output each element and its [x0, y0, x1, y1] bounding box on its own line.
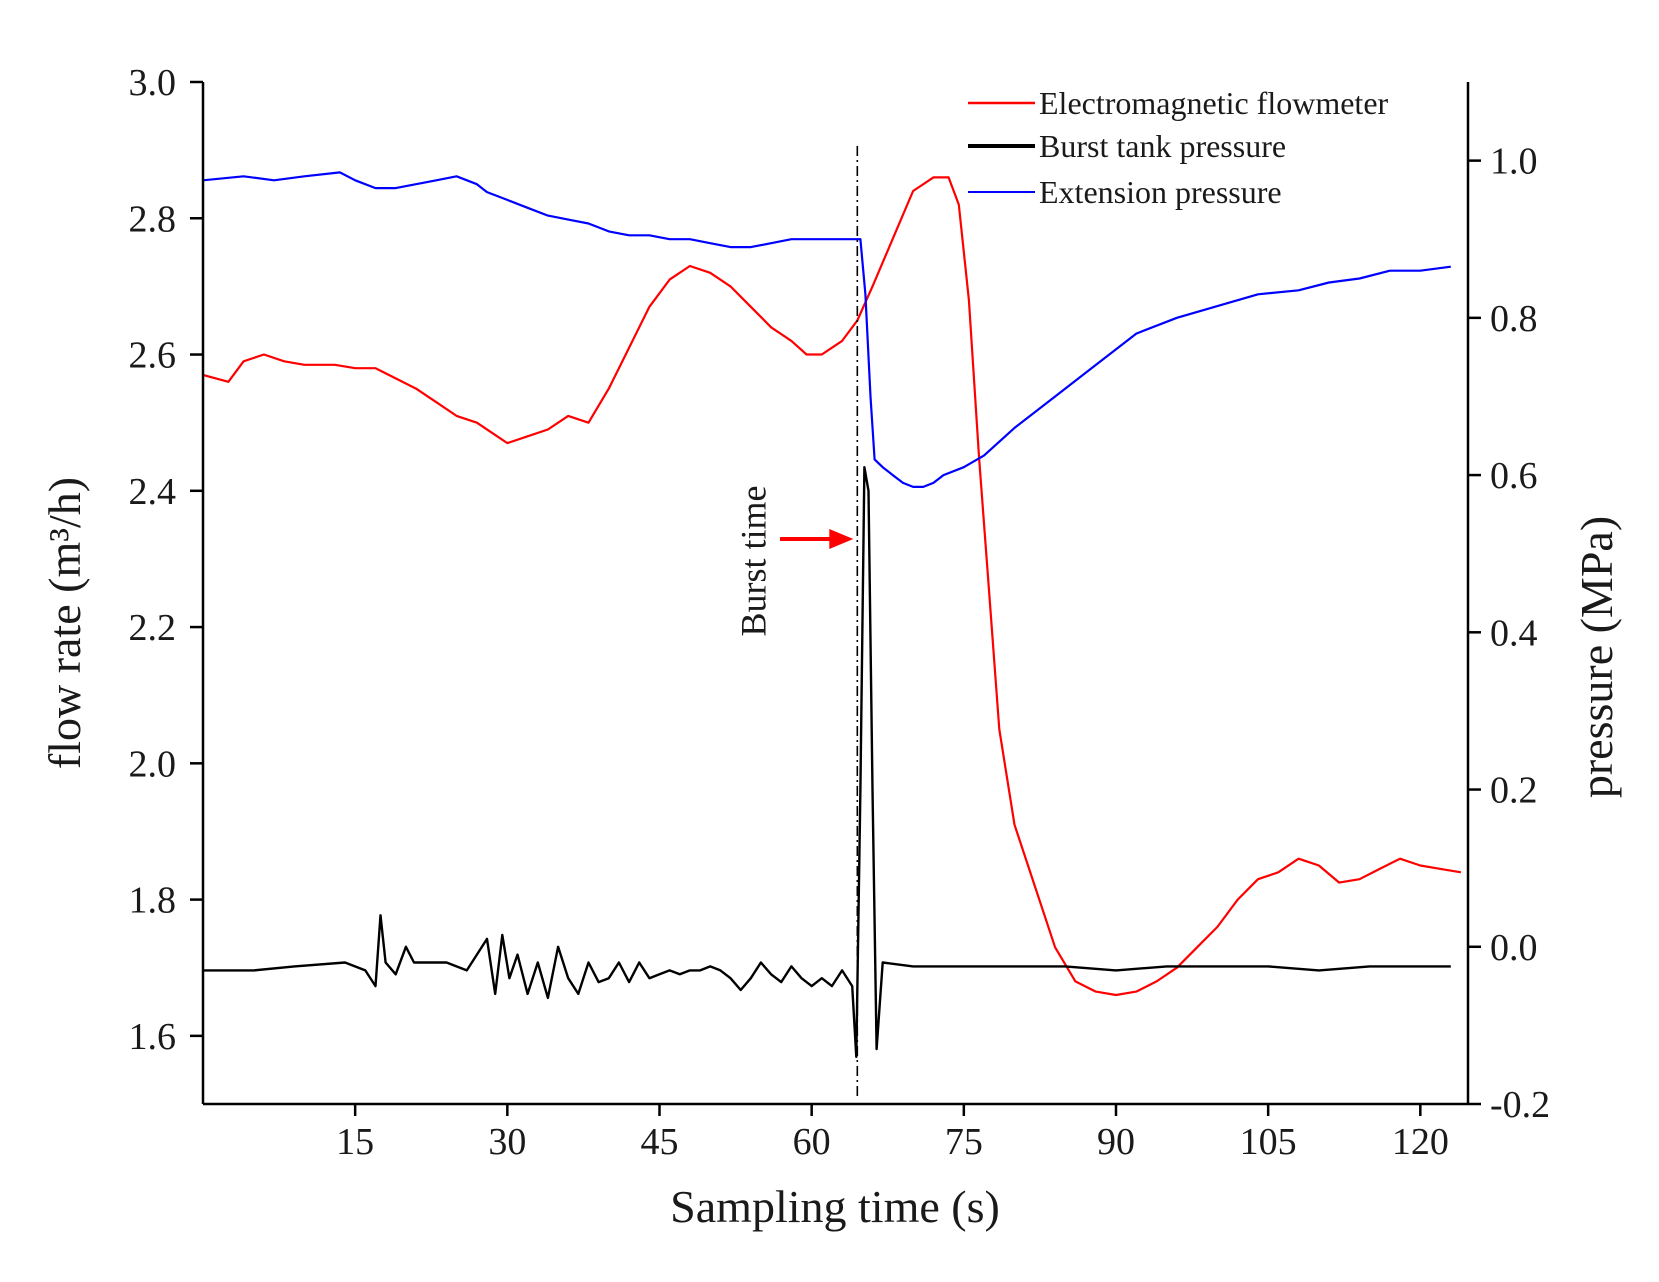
plot-series — [203, 171, 1462, 1059]
right-y-tick-label: 0.8 — [1490, 298, 1538, 340]
left-y-tick-label: 2.6 — [129, 335, 177, 377]
left-y-axis-title: flow rate (m³/h) — [39, 477, 90, 769]
left-y-tick-label: 1.6 — [129, 1016, 177, 1058]
x-axis-ticks: 15 30 45 60 75 90 105 120 — [336, 1104, 1449, 1163]
right-y-axis-title: pressure (MPa) — [1571, 516, 1622, 798]
series-line-burst-tank — [203, 466, 1451, 1059]
right-y-axis-ticks: -0.2 0.0 0.2 0.4 0.6 0.8 1.0 — [1468, 141, 1550, 1126]
left-y-tick-label: 2.4 — [129, 471, 177, 513]
right-y-tick-label: 0.4 — [1490, 612, 1538, 654]
x-axis-title: Sampling time (s) — [670, 1181, 1000, 1232]
x-tick-label: 60 — [793, 1121, 831, 1163]
x-tick-label: 45 — [640, 1121, 678, 1163]
legend-entry-extension: Extension pressure — [968, 174, 1282, 210]
x-tick-label: 15 — [336, 1121, 374, 1163]
series-line-flowmeter — [203, 176, 1462, 997]
x-tick-label: 105 — [1240, 1121, 1297, 1163]
x-tick-label: 90 — [1097, 1121, 1135, 1163]
legend: Electromagnetic flowmeter Burst tank pre… — [968, 85, 1389, 210]
left-y-tick-label: 1.8 — [129, 880, 177, 922]
legend-label-extension: Extension pressure — [1039, 174, 1282, 210]
left-y-tick-label: 2.2 — [129, 607, 177, 649]
legend-label-flowmeter: Electromagnetic flowmeter — [1039, 85, 1389, 121]
left-y-tick-label: 3.0 — [129, 62, 177, 104]
x-tick-label: 75 — [945, 1121, 983, 1163]
legend-entry-burst-tank: Burst tank pressure — [968, 128, 1286, 164]
legend-entry-flowmeter: Electromagnetic flowmeter — [968, 85, 1389, 121]
left-y-tick-label: 2.0 — [129, 743, 177, 785]
burst-time-label: Burst time — [733, 486, 773, 637]
right-y-tick-label: 0.0 — [1490, 927, 1538, 969]
right-y-tick-label: 1.0 — [1490, 141, 1538, 183]
right-y-tick-label: -0.2 — [1490, 1084, 1550, 1126]
x-tick-label: 120 — [1392, 1121, 1449, 1163]
axes-frame — [201, 82, 1470, 1106]
right-y-tick-label: 0.6 — [1490, 455, 1538, 497]
x-tick-label: 30 — [488, 1121, 526, 1163]
series-line-extension — [203, 171, 1451, 488]
right-y-tick-label: 0.2 — [1490, 770, 1538, 812]
left-y-axis-ticks: 1.6 1.8 2.0 2.2 2.4 2.6 2.8 3.0 — [129, 62, 203, 1058]
left-y-tick-label: 2.8 — [129, 198, 177, 240]
legend-label-burst-tank: Burst tank pressure — [1039, 128, 1286, 164]
burst-time-arrow — [780, 529, 854, 549]
